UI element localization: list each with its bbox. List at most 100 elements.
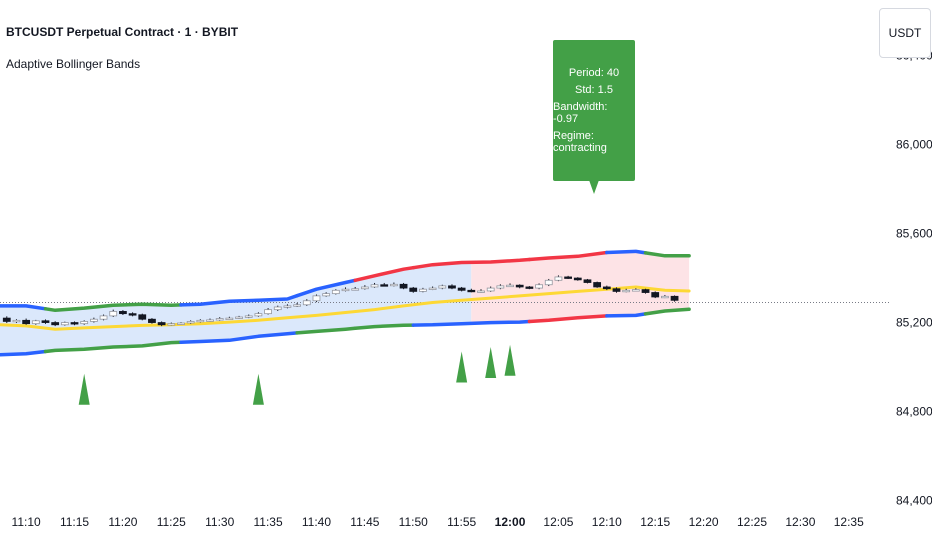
lower-band-segment xyxy=(527,314,609,324)
candle-body xyxy=(360,286,369,290)
upper-band-segment xyxy=(643,251,691,258)
candle-body xyxy=(428,287,437,290)
upper-band-segment xyxy=(295,278,357,298)
info-std: Std: 1.5 xyxy=(575,84,613,96)
info-regime: Regime: contracting xyxy=(553,130,607,154)
y-axis[interactable]: 86,400.086,000.085,600.085,200.084,800.0… xyxy=(896,49,932,508)
candle-body xyxy=(351,288,360,291)
currency-button[interactable]: USDT xyxy=(879,8,931,58)
candle-body xyxy=(593,282,602,288)
candle-body xyxy=(215,318,224,321)
bollinger-bands xyxy=(0,249,691,357)
candle-body xyxy=(167,323,176,326)
candle-body xyxy=(448,285,456,289)
y-tick-label: 85,200.0 xyxy=(896,316,932,330)
candle-body xyxy=(583,279,592,283)
candle-body xyxy=(138,314,147,320)
candle-body xyxy=(651,292,660,298)
x-tick-label: 12:25 xyxy=(737,515,767,529)
lower-band-segment xyxy=(0,349,48,357)
candle-body xyxy=(641,289,650,293)
upper-band-segment xyxy=(0,304,48,311)
candle-body xyxy=(477,290,485,293)
y-tick-label: 85,600.0 xyxy=(896,227,932,241)
candle-body xyxy=(186,321,195,324)
candle-body xyxy=(564,276,572,279)
candle-body xyxy=(631,289,640,292)
lower-band-segment xyxy=(643,307,691,316)
signal-markers xyxy=(78,344,516,405)
candle-body xyxy=(80,321,89,325)
candlesticks xyxy=(2,275,679,327)
lower-band-segment xyxy=(605,312,648,318)
upper-band-segment xyxy=(605,249,648,255)
upper-band-segment xyxy=(527,250,609,262)
candle-body xyxy=(51,322,60,326)
x-tick-label: 11:35 xyxy=(254,515,283,529)
candle-body xyxy=(196,319,205,323)
candle-body xyxy=(544,279,553,286)
x-tick-label: 12:30 xyxy=(785,515,815,529)
candle-body xyxy=(264,309,272,315)
signal-triangle xyxy=(252,373,264,405)
x-tick-label: 11:10 xyxy=(12,515,41,529)
signal-triangle xyxy=(456,351,468,383)
candle-body xyxy=(331,289,340,295)
symbol-title[interactable]: BTCUSDT Perpetual Contract · 1 · BYBIT xyxy=(6,25,239,39)
candle-body xyxy=(312,295,321,302)
x-tick-label: 12:00 xyxy=(495,515,526,529)
candle-body xyxy=(438,285,447,289)
x-tick-label: 11:20 xyxy=(108,515,137,529)
lower-band-segment xyxy=(43,340,183,354)
candle-body xyxy=(293,304,302,307)
candle-body xyxy=(612,288,621,292)
info-box-pointer xyxy=(589,180,599,194)
candle-body xyxy=(128,313,137,316)
lower-band-segment xyxy=(295,326,357,335)
x-tick-label: 11:40 xyxy=(302,515,331,529)
candle-body xyxy=(467,289,476,293)
candle-body xyxy=(602,286,611,290)
indicator-title[interactable]: Adaptive Bollinger Bands xyxy=(6,57,141,71)
candle-body xyxy=(206,319,214,322)
candle-body xyxy=(457,287,466,291)
x-tick-label: 12:05 xyxy=(543,515,573,529)
upper-band-segment xyxy=(43,302,183,313)
candle-body xyxy=(273,306,282,311)
candle-body xyxy=(12,319,21,323)
candle-body xyxy=(670,295,679,301)
x-tick-label: 11:55 xyxy=(447,515,476,529)
candle-body xyxy=(322,293,331,297)
candle-body xyxy=(177,322,185,325)
signal-triangle xyxy=(485,347,497,379)
info-bandwidth: Bandwidth: -0.97 xyxy=(553,101,608,125)
candle-body xyxy=(341,288,350,292)
candle-body xyxy=(89,318,98,322)
candle-body xyxy=(622,289,631,293)
x-tick-label: 11:15 xyxy=(60,515,89,529)
candle-body xyxy=(2,317,11,322)
info-box: Period: 40 Std: 1.5 Bandwidth: -0.97 Reg… xyxy=(553,40,635,181)
x-axis[interactable]: 11:10 11:15 11:20 11:25 11:30 11:35 11:40 11:45… xyxy=(12,515,865,529)
candle-body xyxy=(99,315,108,320)
upper-band-segment xyxy=(353,265,416,283)
lower-band-segment xyxy=(353,323,416,331)
candle-body xyxy=(486,287,495,292)
signal-triangle xyxy=(78,373,90,405)
candle-body xyxy=(390,283,398,287)
candle-body xyxy=(302,300,311,306)
candle-body xyxy=(119,311,127,315)
x-tick-label: 11:50 xyxy=(399,515,428,529)
candle-body xyxy=(41,320,50,323)
candle-body xyxy=(60,322,69,326)
candle-body xyxy=(283,305,292,308)
candle-body xyxy=(515,284,524,288)
candle-body xyxy=(399,283,408,289)
lower-band-segment xyxy=(411,319,532,327)
candle-body xyxy=(148,318,156,323)
x-tick-label: 11:25 xyxy=(157,515,186,529)
candle-body xyxy=(22,319,31,325)
y-tick-label: 86,000.0 xyxy=(896,138,932,152)
candle-body xyxy=(109,311,118,317)
